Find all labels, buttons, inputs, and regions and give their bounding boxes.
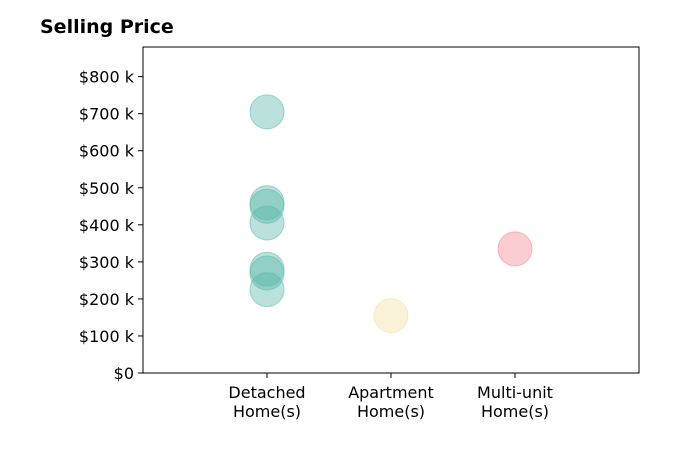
- x-tick-label: Apartment Home(s): [348, 383, 434, 421]
- data-point: [497, 231, 533, 267]
- y-tick-label: $0: [114, 364, 134, 383]
- chart-title: Selling Price: [40, 16, 174, 38]
- x-tick-label: Multi-unit Home(s): [477, 383, 553, 421]
- data-point: [373, 298, 409, 334]
- data-point: [249, 272, 285, 308]
- y-tick-label: $400 k: [79, 216, 135, 235]
- y-tick-label: $700 k: [79, 105, 135, 124]
- y-tick-label: $600 k: [79, 142, 135, 161]
- y-tick-label: $300 k: [79, 253, 135, 272]
- x-tick-label: Detached Home(s): [228, 383, 305, 421]
- data-point: [249, 205, 285, 241]
- y-tick-label: $500 k: [79, 179, 135, 198]
- y-tick-label: $800 k: [79, 68, 135, 87]
- y-tick-label: $100 k: [79, 327, 135, 346]
- data-point: [249, 94, 285, 130]
- y-tick-label: $200 k: [79, 290, 135, 309]
